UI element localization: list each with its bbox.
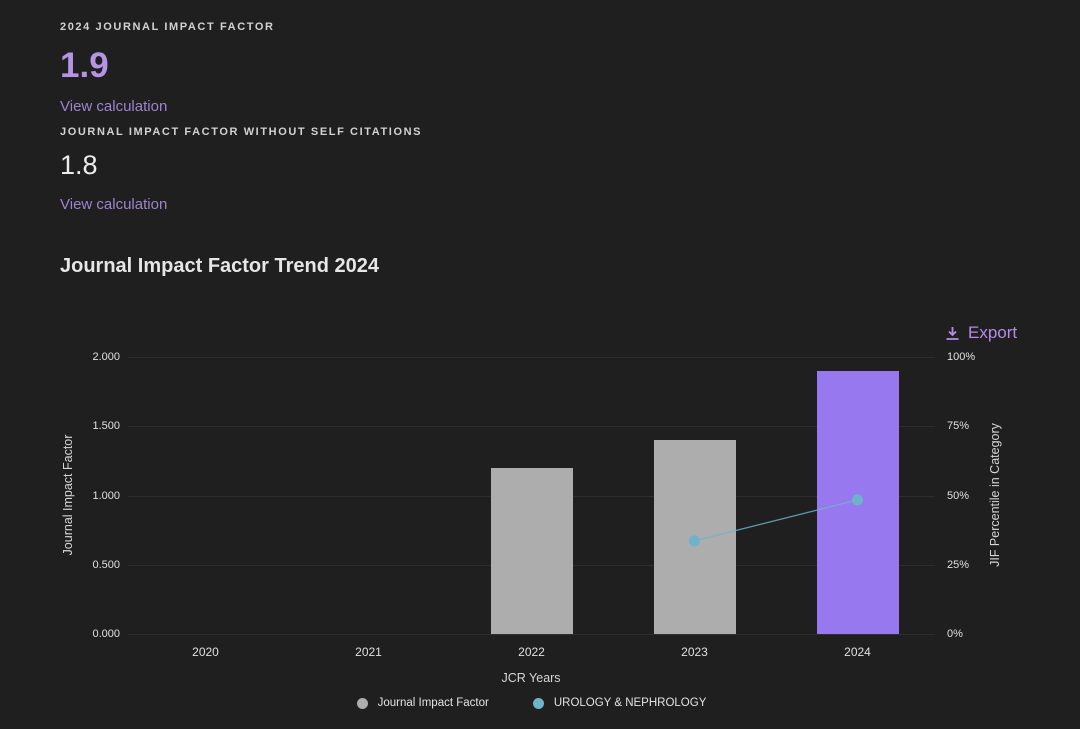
y-axis-tick-right: 75% <box>947 420 970 433</box>
metric-value: 1.9 <box>60 46 109 85</box>
y-axis-tick-right: 100% <box>947 351 976 363</box>
x-axis-tick-2023: 2023 <box>681 645 708 659</box>
bar-2022[interactable] <box>490 467 573 634</box>
y-axis-tick-left: 1.000 <box>92 489 120 502</box>
percentile-point-2024[interactable] <box>852 494 863 506</box>
legend-label: UROLOGY & NEPHROLOGY <box>553 697 707 709</box>
metric-block-jif: 2024 JOURNAL IMPACT FACTOR 1.9 View calc… <box>60 21 275 116</box>
chart-legend: Journal Impact Factor UROLOGY & NEPHROLOG… <box>124 697 939 709</box>
x-axis-tick-2024: 2024 <box>844 645 871 659</box>
legend-item[interactable]: UROLOGY & NEPHROLOGY <box>532 697 707 709</box>
metric-label: JOURNAL IMPACT FACTOR WITHOUT SELF CITAT… <box>60 126 423 138</box>
y-axis-tick-left: 0.000 <box>92 628 120 640</box>
page-title: Journal Impact Factor Trend 2024 <box>60 255 379 277</box>
grid-line <box>128 634 935 635</box>
x-axis-tick-2022: 2022 <box>518 645 545 659</box>
y-axis-tick-left: 1.500 <box>92 420 120 433</box>
y-axis-tick-right: 50% <box>947 489 970 502</box>
legend-dot-icon <box>532 697 544 709</box>
metric-value: 1.8 <box>60 150 98 180</box>
grid-line <box>128 426 935 428</box>
x-axis-tick-2021: 2021 <box>355 645 382 659</box>
y-axis-tick-left: 0.500 <box>92 558 120 571</box>
y-axis-tick-right: 25% <box>947 558 970 571</box>
y-axis-title-left: Journal Impact Factor <box>61 434 75 555</box>
export-button[interactable]: Export <box>945 323 1017 343</box>
grid-line <box>128 357 935 358</box>
y-axis-title-right: JIF Percentile in Category <box>988 422 1002 567</box>
x-axis-title: JCR Years <box>501 671 561 685</box>
view-calculation-link[interactable]: View calculation <box>60 196 168 213</box>
legend-label: Journal Impact Factor <box>377 697 489 709</box>
x-axis-tick-2020: 2020 <box>192 645 219 659</box>
metric-block-jif-no-self: JOURNAL IMPACT FACTOR WITHOUT SELF CITAT… <box>60 126 422 214</box>
download-icon <box>945 326 960 341</box>
legend-item[interactable]: Journal Impact Factor <box>356 697 489 709</box>
percentile-point-2023[interactable] <box>689 535 700 547</box>
metric-label: 2024 JOURNAL IMPACT FACTOR <box>60 21 275 33</box>
view-calculation-link[interactable]: View calculation <box>60 98 168 115</box>
y-axis-tick-right: 0% <box>947 628 963 640</box>
y-axis-tick-left: 2.000 <box>92 351 120 363</box>
legend-dot-icon <box>356 697 368 709</box>
export-label: Export <box>968 323 1018 342</box>
